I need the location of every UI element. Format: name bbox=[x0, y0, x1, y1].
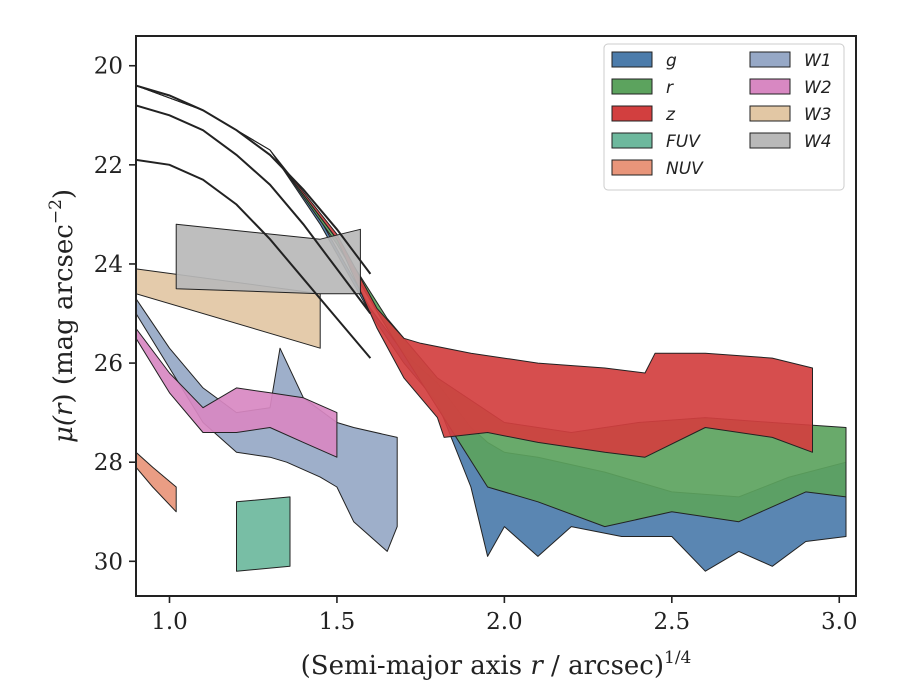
profile-lines bbox=[136, 84, 372, 359]
legend-swatch-w1 bbox=[749, 51, 791, 68]
x-tick-label: 2.5 bbox=[654, 609, 691, 635]
area-w4 bbox=[175, 223, 361, 295]
area-fuv bbox=[236, 496, 291, 572]
legend-swatch-z bbox=[611, 105, 653, 122]
x-tick-label: 1.0 bbox=[151, 609, 188, 635]
y-tick-label: 20 bbox=[94, 54, 123, 80]
plot-frame bbox=[135, 35, 857, 597]
profile-line-2 bbox=[136, 104, 372, 315]
legend-label-z: z bbox=[665, 105, 676, 125]
legend-label-g: g bbox=[666, 51, 677, 71]
legend-swatch-fuv bbox=[611, 132, 653, 149]
x-tick-label: 2.0 bbox=[486, 609, 523, 635]
y-axis-ticks: 20 22 24 26 28 30 bbox=[94, 54, 136, 575]
legend-swatch-r bbox=[611, 78, 653, 95]
legend-label-w1: W1 bbox=[804, 51, 832, 71]
y-axis-title: μ(r) (mag arcsec−2) bbox=[46, 189, 79, 443]
legend-label-r: r bbox=[666, 78, 674, 98]
legend-label-w2: W2 bbox=[804, 78, 832, 98]
y-tick-label: 24 bbox=[94, 252, 123, 278]
area-nuv bbox=[136, 451, 177, 513]
x-axis-ticks: 1.0 1.5 2.0 2.5 3.0 bbox=[151, 596, 858, 635]
plot-areas bbox=[136, 85, 847, 572]
legend: grz FUV NUV W1 W2 W3 W4 bbox=[603, 43, 845, 191]
y-tick-label: 22 bbox=[94, 153, 123, 179]
legend-swatch-w3 bbox=[749, 105, 791, 122]
x-tick-label: 3.0 bbox=[821, 609, 858, 635]
y-tick-label: 26 bbox=[94, 351, 123, 377]
y-tick-label: 28 bbox=[94, 450, 123, 476]
legend-swatch-g bbox=[611, 51, 653, 68]
legend-label-w4: W4 bbox=[804, 132, 832, 152]
legend-swatch-w2 bbox=[749, 78, 791, 95]
legend-label-nuv: NUV bbox=[666, 159, 704, 179]
area-w2 bbox=[136, 327, 338, 458]
legend-label-w3: W3 bbox=[804, 105, 832, 125]
x-tick-label: 1.5 bbox=[319, 609, 356, 635]
y-tick-label: 30 bbox=[94, 549, 123, 575]
area-z bbox=[136, 85, 813, 458]
legend-label-fuv: FUV bbox=[666, 132, 701, 152]
profile-line-3 bbox=[136, 158, 372, 359]
profile-line-1 bbox=[136, 84, 372, 275]
x-axis-title: (Semi-major axis r / arcsec)1/4 bbox=[301, 648, 692, 681]
legend-swatch-nuv bbox=[611, 159, 653, 176]
legend-swatch-w4 bbox=[749, 132, 791, 149]
